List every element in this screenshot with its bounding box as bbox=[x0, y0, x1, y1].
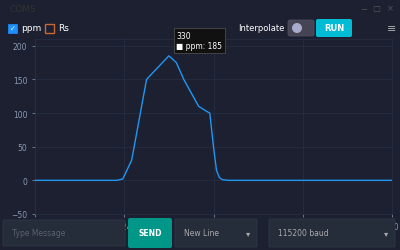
Text: ×: × bbox=[386, 4, 394, 14]
Text: RUN: RUN bbox=[324, 24, 344, 33]
Text: ≡: ≡ bbox=[387, 24, 397, 34]
Bar bbox=[8, 24, 17, 33]
Text: ▾: ▾ bbox=[384, 228, 388, 237]
FancyBboxPatch shape bbox=[128, 218, 172, 248]
Text: Type Message: Type Message bbox=[12, 228, 65, 237]
Text: ─: ─ bbox=[362, 4, 366, 14]
FancyBboxPatch shape bbox=[175, 219, 257, 247]
Text: ▾: ▾ bbox=[246, 228, 250, 237]
Text: Interpolate: Interpolate bbox=[238, 24, 284, 33]
FancyBboxPatch shape bbox=[269, 219, 395, 247]
Text: COMS: COMS bbox=[10, 4, 37, 14]
FancyBboxPatch shape bbox=[288, 21, 314, 37]
Text: New Line: New Line bbox=[184, 228, 219, 237]
Text: 330
■ ppm: 185: 330 ■ ppm: 185 bbox=[176, 32, 222, 51]
Text: ppm: ppm bbox=[21, 24, 41, 33]
Bar bbox=[45, 24, 54, 33]
Text: □: □ bbox=[372, 4, 380, 14]
Text: Rs: Rs bbox=[58, 24, 69, 33]
Text: SEND: SEND bbox=[138, 228, 162, 237]
FancyBboxPatch shape bbox=[316, 20, 352, 38]
Text: ✓: ✓ bbox=[10, 26, 16, 32]
Text: 115200 baud: 115200 baud bbox=[278, 228, 329, 237]
Circle shape bbox=[292, 24, 302, 34]
FancyBboxPatch shape bbox=[3, 220, 125, 246]
